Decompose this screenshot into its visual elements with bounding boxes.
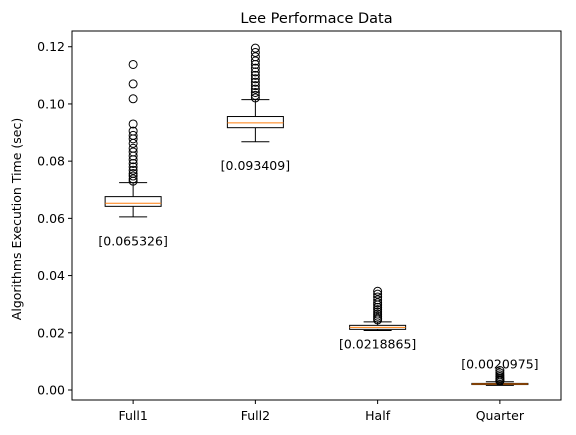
median-annotation: [0.0020975]	[461, 357, 538, 372]
outlier-point	[250, 56, 260, 66]
median-annotation: [0.093409]	[221, 158, 290, 173]
outlier-point	[495, 376, 505, 386]
chart-title: Lee Performace Data	[240, 11, 392, 27]
outlier-point	[250, 63, 260, 73]
outlier-point	[128, 151, 138, 161]
outlier-point	[373, 289, 383, 299]
plot-area: 0.00 0.02 0.04 0.06 0.08 0.10 0.12 Full1 Full2 Ha…	[37, 39, 538, 423]
outlier-point	[250, 77, 260, 87]
outlier-point	[128, 162, 138, 172]
outlier-point	[373, 300, 383, 310]
x-tick-label: Full2	[241, 408, 270, 423]
outlier-point	[250, 88, 260, 97]
outlier-point	[250, 47, 260, 57]
outlier-point	[250, 70, 260, 80]
outlier-point	[250, 67, 260, 77]
y-tick-label: 0.12	[37, 39, 65, 54]
outlier-point	[373, 295, 383, 305]
x-tick-label: Full1	[118, 408, 147, 423]
outlier-point	[128, 138, 138, 148]
y-tick-label: 0.06	[37, 211, 65, 226]
median-annotation: [0.0218865]	[339, 337, 416, 352]
outlier-point	[250, 43, 260, 53]
outlier-point	[128, 134, 138, 144]
outlier-point	[495, 366, 505, 376]
y-tick-label: 0.00	[37, 382, 65, 397]
box-Full2	[226, 116, 284, 129]
median-annotation: [0.065326]	[98, 234, 167, 249]
outlier-point	[373, 302, 383, 312]
outlier-point	[128, 79, 138, 89]
outlier-point	[373, 305, 383, 315]
x-tick-label: Half	[365, 408, 391, 423]
outlier-point	[250, 81, 260, 91]
x-tick-label: Quarter	[476, 408, 525, 423]
outlier-point	[128, 119, 138, 129]
outlier-point	[128, 174, 138, 184]
outlier-point	[128, 59, 138, 69]
box-Full1	[104, 196, 162, 207]
outlier-point	[128, 171, 138, 181]
outlier-point	[128, 155, 138, 165]
outlier-point	[128, 176, 138, 186]
y-tick-label: 0.10	[37, 96, 65, 111]
plot-frame	[71, 30, 562, 401]
outlier-point	[128, 94, 138, 104]
outlier-point	[250, 59, 260, 69]
outlier-point	[250, 84, 260, 94]
outlier-point	[250, 74, 260, 84]
y-tick-label: 0.08	[37, 154, 65, 169]
outlier-point	[128, 158, 138, 168]
y-tick-label: 0.02	[37, 325, 65, 340]
outlier-point	[373, 298, 383, 308]
outlier-point	[373, 286, 383, 296]
outlier-point	[250, 90, 260, 100]
y-tick-label: 0.04	[37, 268, 65, 283]
outlier-point	[250, 93, 260, 103]
outlier-point	[128, 165, 138, 175]
outlier-point	[373, 315, 383, 325]
y-axis-label: Algorithms Execution Time (sec)	[9, 118, 24, 320]
